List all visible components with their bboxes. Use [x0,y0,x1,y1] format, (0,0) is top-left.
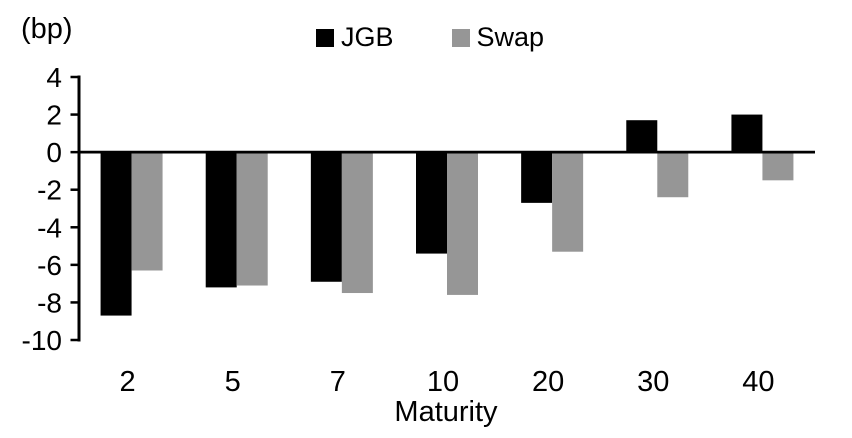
x-tick-label-40: 40 [742,366,774,398]
bar-jgb-30 [626,120,658,153]
bar-swap-10 [447,152,478,295]
x-tick-label-7: 7 [330,366,346,398]
legend-label-swap: Swap [476,22,545,52]
legend-swatch-jgb-icon [316,28,334,47]
bar-swap-7 [341,152,373,294]
x-tick-label-10: 10 [427,366,459,398]
bar-jgb-40 [731,114,763,153]
y-tick-label-2: 2 [46,100,62,131]
axes-group [70,75,815,342]
bar-jgb-10 [416,152,447,254]
bar-swap-5 [236,152,268,286]
y-tick-label-4: 4 [46,62,62,93]
bars-group [100,114,794,316]
bar-swap-20 [552,152,584,252]
legend-item-jgb: JGB [316,24,394,51]
bar-jgb-20 [521,152,553,203]
bar-jgb-5 [205,152,237,288]
x-tick-label-30: 30 [637,366,669,398]
y-tick-label--4: -4 [37,212,62,243]
bar-swap-40 [762,152,794,181]
bar-swap-2 [131,152,163,271]
y-axis-unit-label: (bp) [21,13,73,45]
bar-swap-30 [657,152,689,198]
legend: JGB Swap [316,24,544,51]
bar-jgb-7 [310,152,342,282]
legend-swatch-swap-icon [451,28,470,47]
legend-item-swap: Swap [451,22,545,52]
bar-jgb-2 [100,152,132,316]
y-tick-label-0: 0 [46,137,62,168]
y-tick-label--10: -10 [22,325,62,356]
y-tick-label--6: -6 [37,250,62,281]
x-tick-label-5: 5 [225,366,241,398]
x-tick-label-20: 20 [532,366,564,398]
x-tick-label-2: 2 [120,366,136,398]
x-axis-title: Maturity [394,396,498,428]
legend-label-jgb: JGB [341,22,394,52]
y-tick-label--8: -8 [37,287,62,318]
y-tick-label--2: -2 [37,175,62,206]
